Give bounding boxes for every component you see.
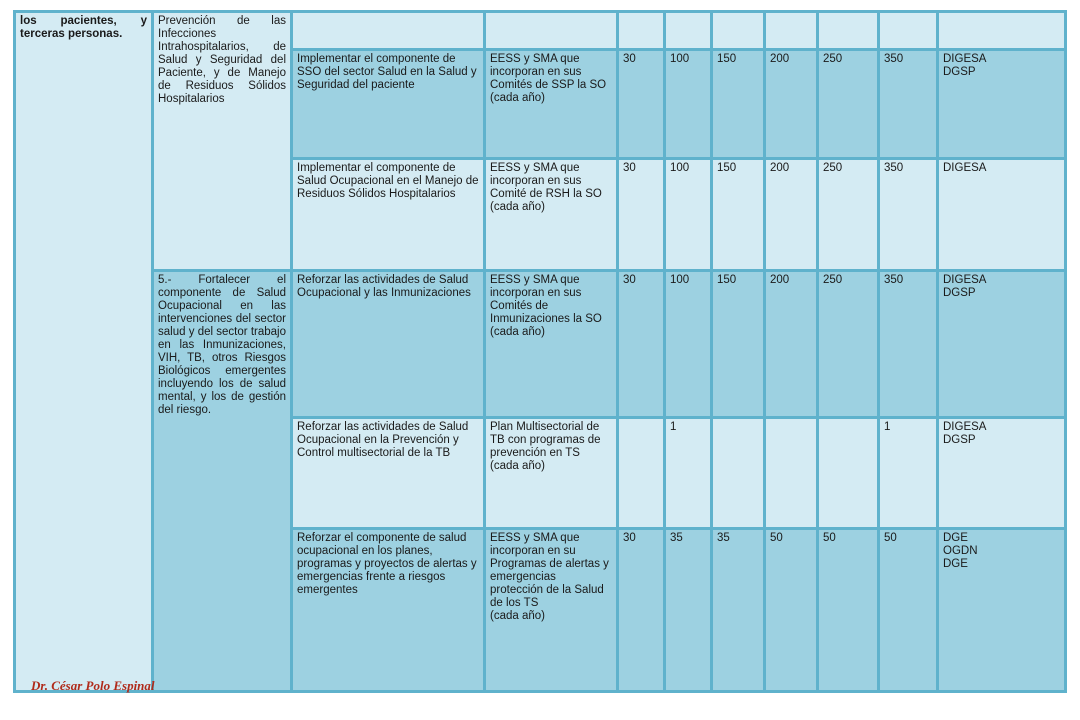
table-row: Reforzar las actividades de Salud Ocupac… bbox=[16, 418, 1064, 527]
table-row: Implementar el componente de Salud Ocupa… bbox=[16, 160, 1064, 269]
value-cell: 35 bbox=[666, 529, 710, 690]
value-cell: 200 bbox=[766, 50, 816, 158]
responsible-cell: DIGESA DGSP bbox=[939, 50, 1064, 158]
value-cell: 50 bbox=[819, 529, 877, 690]
value-cell: 30 bbox=[619, 160, 663, 269]
responsible-cell: DGE OGDN DGE bbox=[939, 529, 1064, 690]
activity-cell: Reforzar el componente de salud ocupacio… bbox=[293, 529, 483, 690]
value-cell: 350 bbox=[880, 271, 936, 416]
empty-cell bbox=[819, 13, 877, 48]
objectives-table: los pacientes, y terceras personas. Prev… bbox=[13, 10, 1067, 693]
indicator-cell: EESS y SMA que incorporan en sus Comité … bbox=[486, 160, 616, 269]
responsible-cell: DIGESA DGSP bbox=[939, 271, 1064, 416]
table-row: Reforzar el componente de salud ocupacio… bbox=[16, 529, 1064, 690]
value-cell: 30 bbox=[619, 529, 663, 690]
value-cell: 350 bbox=[880, 160, 936, 269]
value-cell: 30 bbox=[619, 50, 663, 158]
value-cell: 50 bbox=[766, 529, 816, 690]
empty-cell bbox=[619, 13, 663, 48]
value-cell: 1 bbox=[880, 418, 936, 527]
value-cell: 1 bbox=[666, 418, 710, 527]
value-cell: 150 bbox=[713, 160, 763, 269]
responsible-cell: DIGESA bbox=[939, 160, 1064, 269]
indicator-cell: EESS y SMA que incorporan en sus Comités… bbox=[486, 271, 616, 416]
table-row: los pacientes, y terceras personas. Prev… bbox=[16, 13, 1064, 690]
indicator-cell: EESS y SMA que incorporan en su Programa… bbox=[486, 529, 616, 690]
table-row: Implementar el componente de SSO del sec… bbox=[16, 50, 1064, 158]
activity-cell: Implementar el componente de SSO del sec… bbox=[293, 50, 483, 158]
value-cell: 350 bbox=[880, 50, 936, 158]
empty-cell bbox=[713, 13, 763, 48]
value-cell: 30 bbox=[619, 271, 663, 416]
value-cell: 250 bbox=[819, 271, 877, 416]
value-cell: 250 bbox=[819, 160, 877, 269]
empty-cell bbox=[880, 13, 936, 48]
empty-cell bbox=[486, 13, 616, 48]
author-signature: Dr. César Polo Espinal bbox=[31, 678, 155, 693]
value-cell: 150 bbox=[713, 50, 763, 158]
indicator-cell: EESS y SMA que incorporan en sus Comités… bbox=[486, 50, 616, 158]
strategy-cell: Prevención de las Infecciones Intrahospi… bbox=[154, 13, 290, 269]
objectives-table-container: los pacientes, y terceras personas. Prev… bbox=[13, 10, 1067, 693]
strategy-cell: 5.- Fortalecer el componente de Salud Oc… bbox=[154, 271, 290, 690]
activity-cell: Reforzar las actividades de Salud Ocupac… bbox=[293, 418, 483, 527]
empty-cell bbox=[939, 13, 1064, 48]
objective-cell: los pacientes, y terceras personas. bbox=[16, 13, 151, 690]
table-row: 5.- Fortalecer el componente de Salud Oc… bbox=[16, 271, 1064, 690]
value-cell: 150 bbox=[713, 271, 763, 416]
value-cell: 100 bbox=[666, 271, 710, 416]
empty-cell bbox=[666, 13, 710, 48]
value-cell: 100 bbox=[666, 160, 710, 269]
empty-cell bbox=[293, 13, 483, 48]
empty-cell bbox=[766, 13, 816, 48]
indicator-cell: Plan Multisectorial de TB con programas … bbox=[486, 418, 616, 527]
value-cell: 200 bbox=[766, 160, 816, 269]
value-cell bbox=[713, 418, 763, 527]
responsible-cell: DIGESA DGSP bbox=[939, 418, 1064, 527]
value-cell: 50 bbox=[880, 529, 936, 690]
value-cell: 250 bbox=[819, 50, 877, 158]
value-cell: 35 bbox=[713, 529, 763, 690]
value-cell bbox=[766, 418, 816, 527]
activity-cell: Reforzar las actividades de Salud Ocupac… bbox=[293, 271, 483, 416]
value-cell bbox=[619, 418, 663, 527]
activity-cell: Implementar el componente de Salud Ocupa… bbox=[293, 160, 483, 269]
value-cell bbox=[819, 418, 877, 527]
value-cell: 200 bbox=[766, 271, 816, 416]
value-cell: 100 bbox=[666, 50, 710, 158]
